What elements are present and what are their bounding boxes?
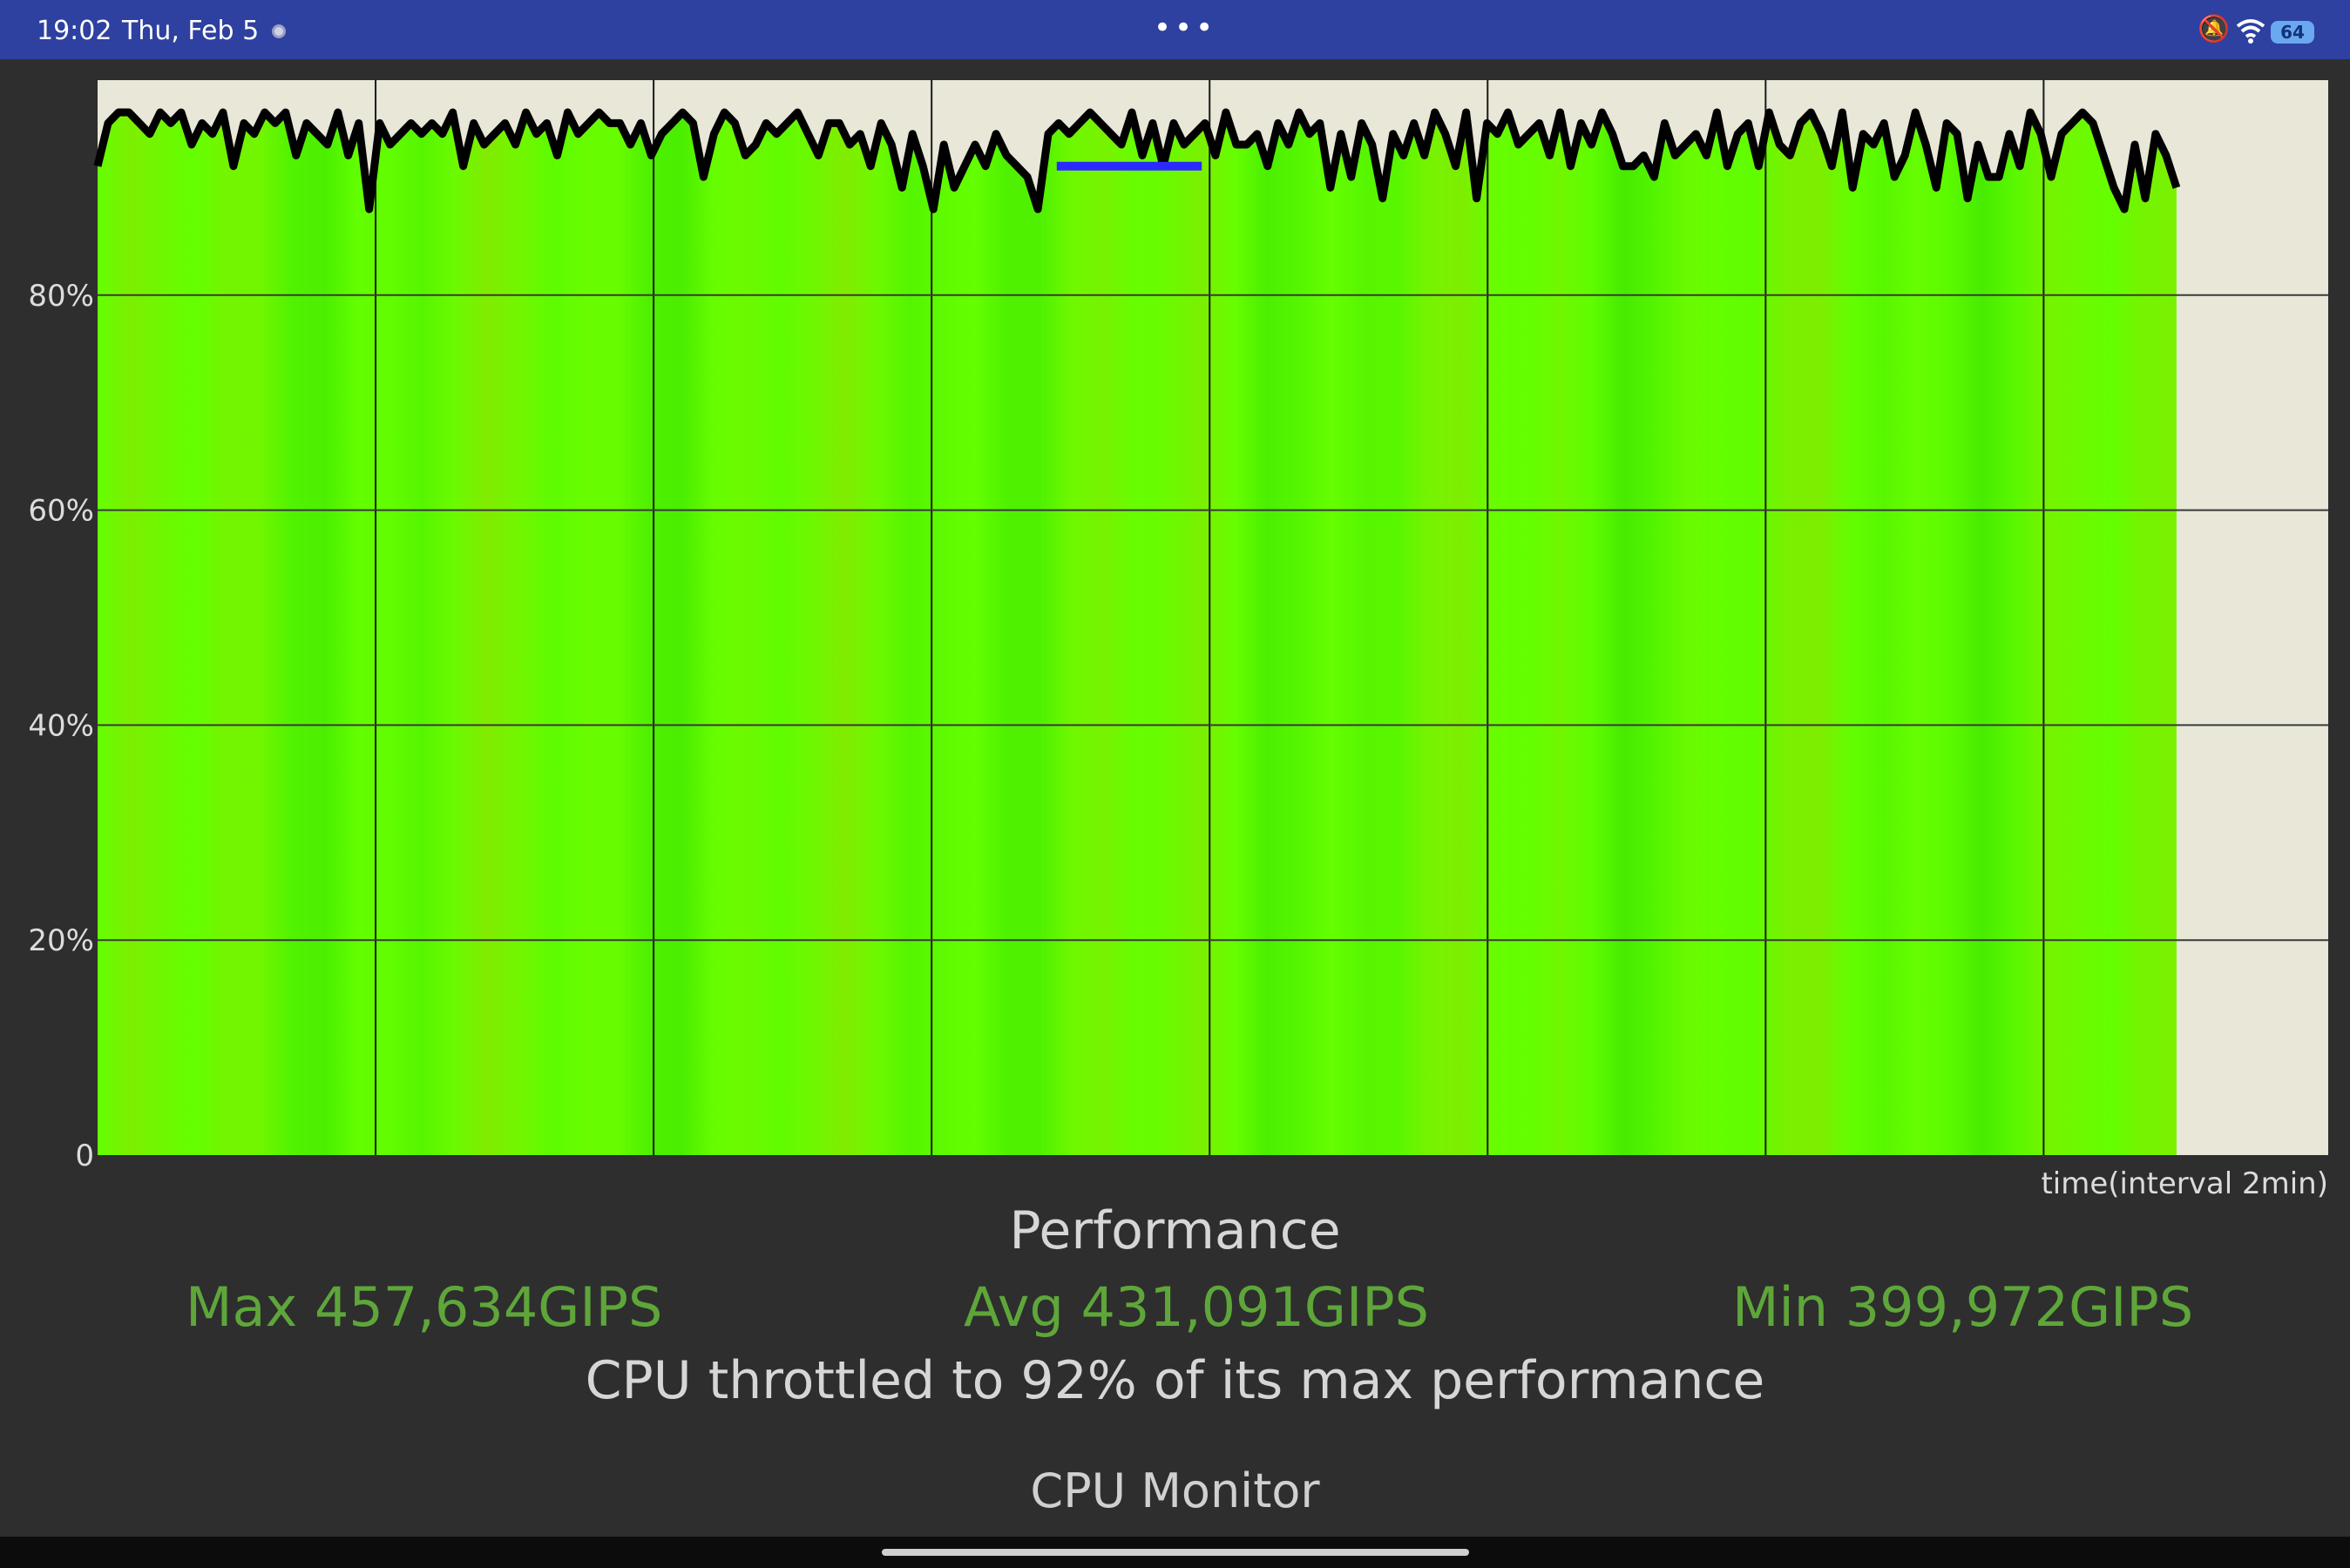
wifi-icon <box>2236 19 2265 44</box>
chart-title: Performance <box>1009 1200 1341 1261</box>
y-tick-label: 20% <box>28 923 94 958</box>
x-axis-label: time(interval 2min) <box>2041 1166 2328 1201</box>
avg-stat: Avg 431,091GIPS <box>964 1275 1429 1339</box>
y-tick-label: 80% <box>28 279 94 314</box>
status-time: 19:02 <box>37 16 112 46</box>
performance-area <box>98 112 2177 1155</box>
navigation-area <box>0 1537 2350 1568</box>
min-stat: Min 399,972GIPS <box>1732 1275 2194 1339</box>
home-indicator[interactable] <box>882 1549 1469 1556</box>
y-tick-label: 60% <box>28 494 94 529</box>
axis-labels: 0 20% 40% 60% 80% time(interval 2min) <box>28 279 2328 1201</box>
plot-area <box>93 80 2328 1155</box>
status-bar: 19:02 Thu, Feb 5 ••• 🔕 64 <box>0 0 2350 59</box>
battery-icon: 64 <box>2271 21 2314 44</box>
more-dots-icon[interactable]: ••• <box>1154 10 1217 45</box>
max-stat: Max 457,634GIPS <box>186 1275 663 1339</box>
record-dot-icon <box>272 24 286 38</box>
status-date: Thu, Feb 5 <box>122 16 260 46</box>
performance-chart: 0 20% 40% 60% 80% time(interval 2min) <box>28 80 2328 1201</box>
y-tick-label: 40% <box>28 708 94 743</box>
bell-off-icon: 🔕 <box>2198 14 2231 44</box>
performance-line <box>93 108 2181 213</box>
y-tick-label: 0 <box>75 1139 94 1173</box>
throttle-summary: CPU throttled to 92% of its max performa… <box>585 1350 1765 1411</box>
app-name: CPU Monitor <box>1030 1463 1320 1518</box>
